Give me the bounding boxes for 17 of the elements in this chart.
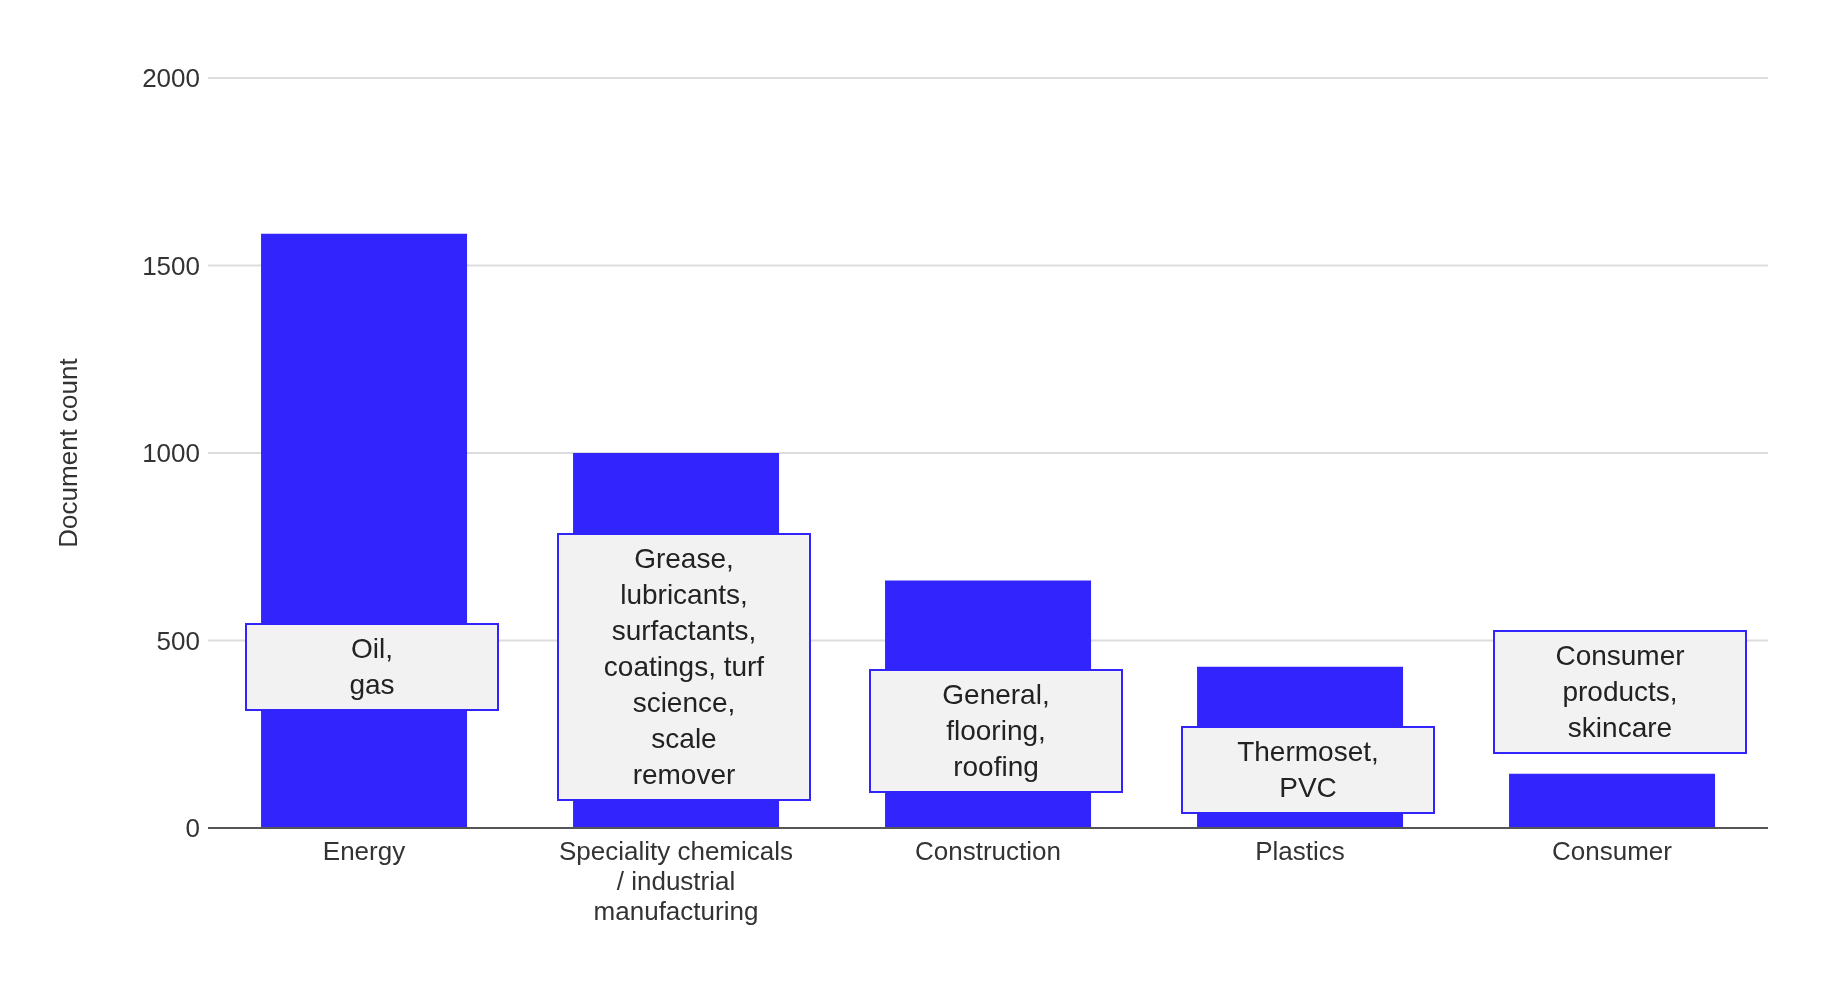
y-tick-label: 2000 xyxy=(142,63,200,94)
label-box: Thermoset, PVC xyxy=(1181,726,1435,815)
label-box: General, flooring, roofing xyxy=(869,669,1123,793)
x-tick-label: Construction xyxy=(915,836,1061,866)
x-tick-label: Speciality chemicals / industrial manufacturing xyxy=(558,836,794,926)
y-axis-title: Document count xyxy=(53,357,84,548)
label-box: Grease, lubricants, surfactants, coatings, turf science, scale remover xyxy=(557,533,811,802)
y-tick-label: 500 xyxy=(156,625,200,656)
x-tick-label: Energy xyxy=(322,836,406,866)
bar xyxy=(1509,773,1716,828)
x-tick-label: Consumer xyxy=(1552,836,1673,866)
label-box: Oil, gas xyxy=(245,623,499,712)
y-tick-label: 1500 xyxy=(142,250,200,281)
label-box: Consumer products, skincare xyxy=(1493,629,1747,754)
y-tick-label: 0 xyxy=(185,813,200,844)
x-tick-label: Plastics xyxy=(1255,836,1345,866)
y-tick-label: 1000 xyxy=(142,438,200,469)
